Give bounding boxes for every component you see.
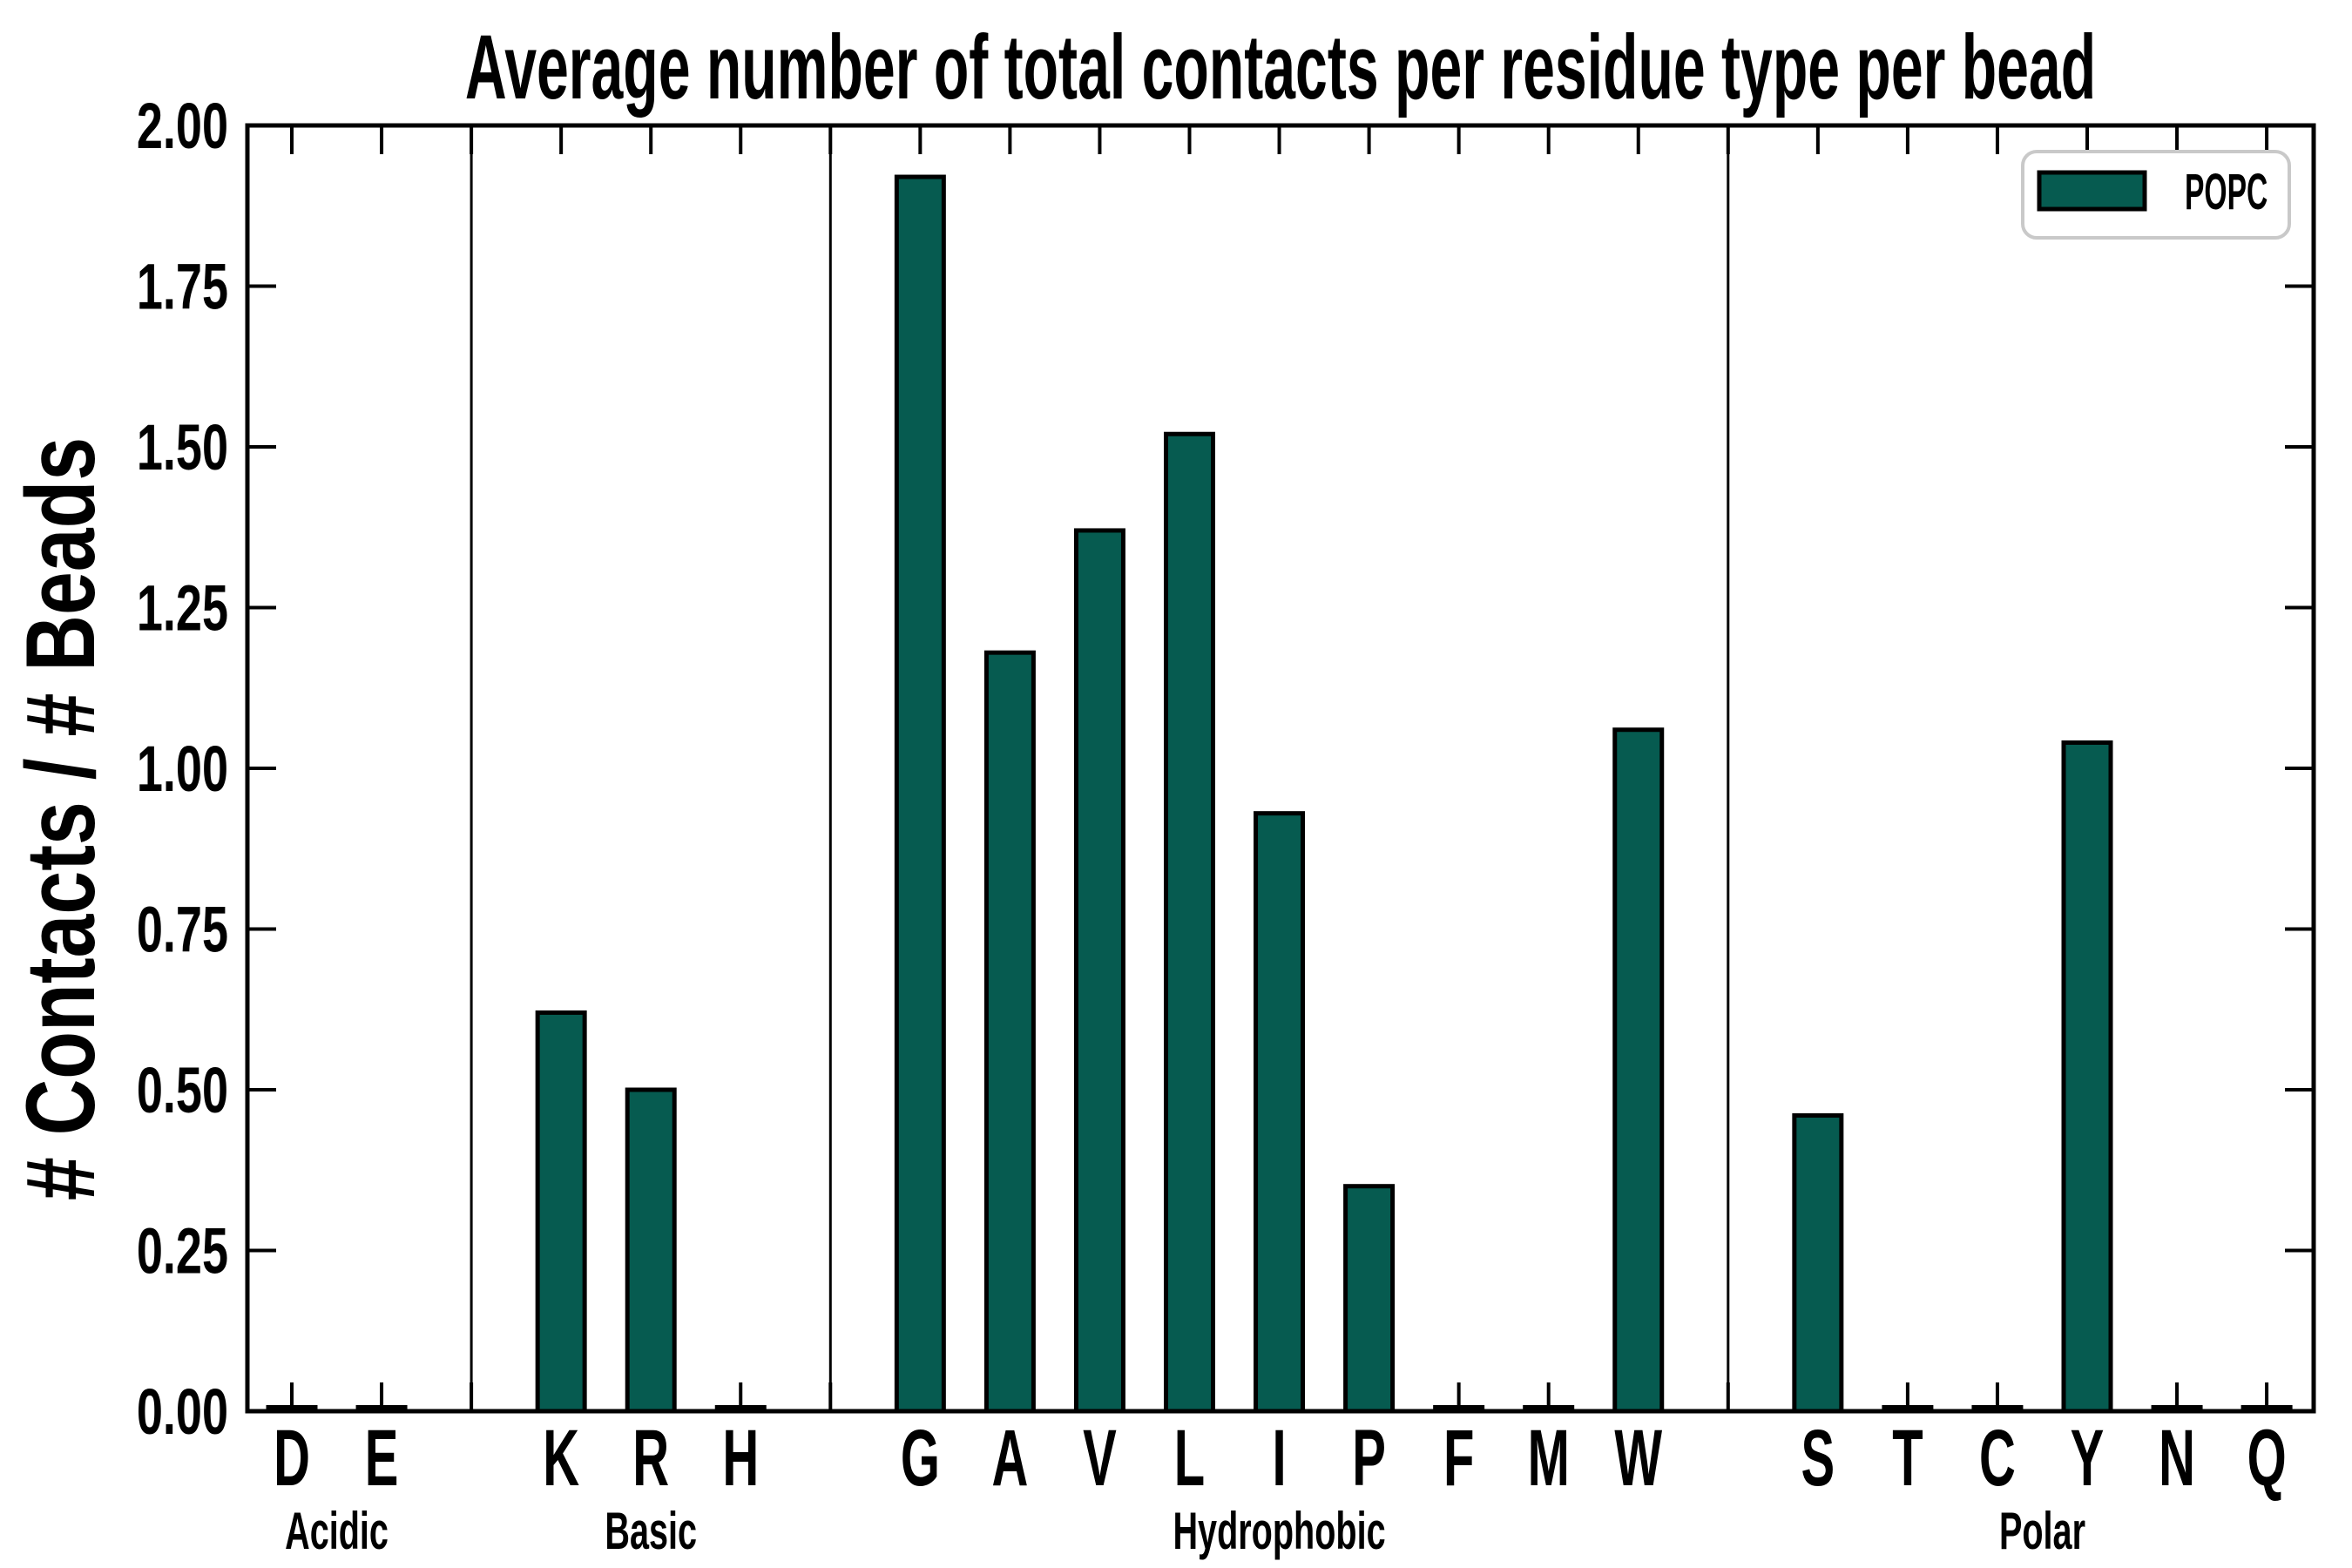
x-label-S: S xyxy=(1801,1413,1835,1503)
x-label-V: V xyxy=(1083,1413,1117,1503)
x-label-L: L xyxy=(1174,1413,1205,1503)
bar-H xyxy=(714,1405,767,1411)
bar-D xyxy=(266,1405,318,1411)
x-label-D: D xyxy=(274,1413,310,1503)
x-label-Y: Y xyxy=(2071,1413,2105,1503)
y-axis-label: # Contacts / # Beads xyxy=(7,437,116,1200)
x-label-K: K xyxy=(543,1413,579,1503)
group-label-Hydrophobic: Hydrophobic xyxy=(1173,1502,1385,1560)
bar-W xyxy=(1612,727,1665,1414)
bar-P xyxy=(1343,1184,1396,1414)
x-label-Q: Q xyxy=(2247,1413,2287,1503)
ytick-label-0.00: 0.00 xyxy=(137,1375,228,1448)
ytick-label-0.50: 0.50 xyxy=(137,1054,228,1126)
bar-F xyxy=(1433,1405,1485,1411)
x-label-T: T xyxy=(1892,1413,1923,1503)
bar-K xyxy=(535,1010,587,1414)
ytick-label-0.75: 0.75 xyxy=(137,893,228,965)
bar-R xyxy=(625,1087,677,1414)
ytick-label-1.25: 1.25 xyxy=(137,571,228,644)
bar-Y xyxy=(2061,740,2113,1414)
group-label-Acidic: Acidic xyxy=(285,1502,389,1560)
bar-A xyxy=(983,650,1036,1414)
x-label-M: M xyxy=(1528,1413,1570,1503)
x-label-G: G xyxy=(901,1413,940,1503)
ytick-label-0.25: 0.25 xyxy=(137,1214,228,1287)
group-label-Basic: Basic xyxy=(605,1502,697,1560)
ytick-label-1.75: 1.75 xyxy=(137,250,228,322)
x-label-H: H xyxy=(722,1413,759,1503)
bar-C xyxy=(1971,1405,2024,1411)
ytick-label-1.50: 1.50 xyxy=(137,411,228,483)
x-label-C: C xyxy=(1979,1413,2016,1503)
x-label-N: N xyxy=(2159,1413,2195,1503)
legend-swatch xyxy=(2037,170,2147,212)
bar-I xyxy=(1254,811,1306,1414)
bar-N xyxy=(2151,1405,2203,1411)
x-label-F: F xyxy=(1443,1413,1474,1503)
x-label-R: R xyxy=(632,1413,669,1503)
x-label-A: A xyxy=(991,1413,1028,1503)
ytick-label-2.00: 2.00 xyxy=(137,90,228,162)
x-label-P: P xyxy=(1352,1413,1386,1503)
x-label-E: E xyxy=(365,1413,399,1503)
bar-V xyxy=(1073,528,1125,1414)
bar-E xyxy=(355,1405,408,1411)
bar-L xyxy=(1164,431,1215,1414)
bar-G xyxy=(894,174,946,1414)
chart-title: Average number of total contacts per res… xyxy=(465,16,2096,118)
bar-S xyxy=(1792,1113,1844,1414)
ytick-label-1.00: 1.00 xyxy=(137,733,228,805)
bar-M xyxy=(1523,1405,1575,1411)
group-label-Polar: Polar xyxy=(1999,1502,2085,1560)
bar-Q xyxy=(2240,1405,2293,1411)
legend-label: POPC xyxy=(2185,165,2268,221)
bar-T xyxy=(1882,1405,1934,1411)
plot-frame xyxy=(245,123,2316,1414)
x-label-W: W xyxy=(1614,1413,1662,1503)
x-label-I: I xyxy=(1272,1413,1286,1503)
